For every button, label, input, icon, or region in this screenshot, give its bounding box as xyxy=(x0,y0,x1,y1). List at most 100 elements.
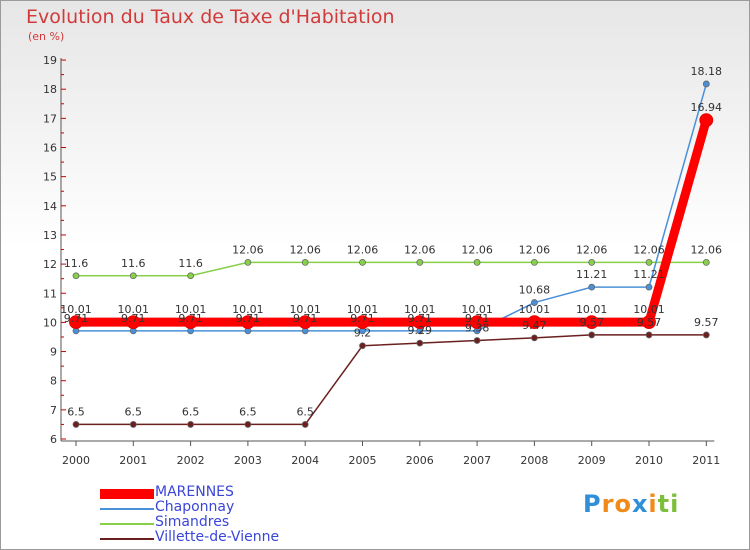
data-label: 9.47 xyxy=(522,319,547,332)
data-label: 9.2 xyxy=(354,327,372,340)
data-label: 9.71 xyxy=(178,312,203,325)
data-label: 12.06 xyxy=(576,243,608,256)
y-tick-label: 13 xyxy=(43,229,57,242)
data-point xyxy=(702,80,710,88)
data-point xyxy=(588,258,596,266)
logo-letter: i xyxy=(670,490,680,518)
data-label: 10.01 xyxy=(461,303,493,316)
y-tick-label: 11 xyxy=(43,287,57,300)
data-label: 10.01 xyxy=(576,303,608,316)
data-label: 9.71 xyxy=(465,312,490,325)
data-label: 12.06 xyxy=(519,243,551,256)
data-label: 12.06 xyxy=(633,243,665,256)
data-point xyxy=(244,421,252,428)
logo-letter: x xyxy=(631,490,649,518)
data-label: 11.6 xyxy=(121,257,146,270)
y-tick-label: 17 xyxy=(43,112,57,125)
data-point xyxy=(584,315,599,330)
data-point xyxy=(301,258,309,266)
x-tick-label: 2004 xyxy=(291,454,319,467)
series-line xyxy=(76,334,707,426)
data-label: 12.06 xyxy=(691,243,723,256)
data-label: 9.71 xyxy=(236,312,261,325)
y-tick-label: 7 xyxy=(50,404,57,417)
data-label: 10.01 xyxy=(633,303,665,316)
data-label: 6.5 xyxy=(296,405,314,418)
data-label: 9.57 xyxy=(579,316,604,329)
x-tick-label: 2005 xyxy=(349,454,377,467)
data-label: 10.01 xyxy=(175,303,207,316)
data-point xyxy=(129,421,137,428)
data-label: 12.06 xyxy=(289,243,321,256)
series-line xyxy=(76,261,707,277)
data-label: 9.57 xyxy=(637,316,662,329)
data-point xyxy=(645,331,653,339)
y-tick-label: 15 xyxy=(43,171,57,184)
data-point xyxy=(702,331,710,339)
x-tick-label: 2003 xyxy=(234,454,262,467)
series-lines xyxy=(69,80,714,428)
x-tick-label: 2010 xyxy=(635,454,663,467)
x-tick-label: 2000 xyxy=(62,454,90,467)
data-label: 9.71 xyxy=(350,312,375,325)
data-label: 11.6 xyxy=(178,257,203,270)
data-point xyxy=(301,421,309,428)
data-point xyxy=(588,283,596,291)
logo-letter: i xyxy=(648,490,658,518)
data-point xyxy=(412,315,427,330)
legend-swatch xyxy=(100,507,154,510)
data-point xyxy=(129,272,137,280)
data-label: 6.5 xyxy=(67,405,85,418)
data-label: 10.01 xyxy=(404,303,436,316)
data-label: 9.71 xyxy=(121,312,146,325)
y-tick-label: 19 xyxy=(43,54,57,67)
data-label: 6.5 xyxy=(239,405,257,418)
data-label: 11.6 xyxy=(64,257,89,270)
data-point xyxy=(473,337,481,344)
data-label: 9.29 xyxy=(408,324,433,337)
data-label: 10.01 xyxy=(347,303,379,316)
data-point xyxy=(645,283,653,291)
data-point xyxy=(531,334,538,342)
y-tick-label: 18 xyxy=(43,83,57,96)
data-label: 10.01 xyxy=(232,303,264,316)
data-point xyxy=(72,272,80,280)
data-point xyxy=(355,315,370,330)
x-tick-label: 2006 xyxy=(406,454,434,467)
data-label: 9.71 xyxy=(64,312,89,325)
data-label: 18.18 xyxy=(691,65,723,78)
data-point xyxy=(187,272,195,280)
data-point xyxy=(416,258,424,266)
logo-letter: r xyxy=(601,490,615,518)
legend-swatch xyxy=(100,537,154,540)
data-point xyxy=(642,315,656,330)
x-tick-label: 2011 xyxy=(692,454,720,467)
data-point xyxy=(470,315,485,330)
legend-label: Villette-de-Vienne xyxy=(155,529,280,545)
data-label: 10.68 xyxy=(519,284,551,297)
legend-swatch xyxy=(100,522,154,525)
data-label: 12.06 xyxy=(404,243,436,256)
data-label: 9.57 xyxy=(694,316,719,329)
y-tick-label: 12 xyxy=(43,258,57,271)
data-label: 10.01 xyxy=(60,303,92,316)
data-label: 16.94 xyxy=(691,101,723,114)
data-point xyxy=(416,339,424,347)
logo-letter: P xyxy=(583,490,602,518)
data-label: 12.06 xyxy=(461,243,493,256)
data-label: 12.06 xyxy=(347,243,379,256)
data-point xyxy=(645,258,653,266)
x-tick-label: 2002 xyxy=(177,454,205,467)
data-point xyxy=(359,342,366,350)
data-point xyxy=(473,258,481,266)
x-tick-label: 2009 xyxy=(578,454,606,467)
legend-label: MARENNES xyxy=(155,484,234,500)
data-label: 9.71 xyxy=(408,312,433,325)
data-label: 6.5 xyxy=(182,405,200,418)
y-tick-label: 10 xyxy=(43,316,57,329)
logo-letter: o xyxy=(614,490,632,518)
data-point xyxy=(527,315,542,330)
series-line xyxy=(76,83,708,332)
data-point xyxy=(531,258,538,266)
chart-title: Evolution du Taux de Taxe d'Habitation xyxy=(26,6,395,28)
